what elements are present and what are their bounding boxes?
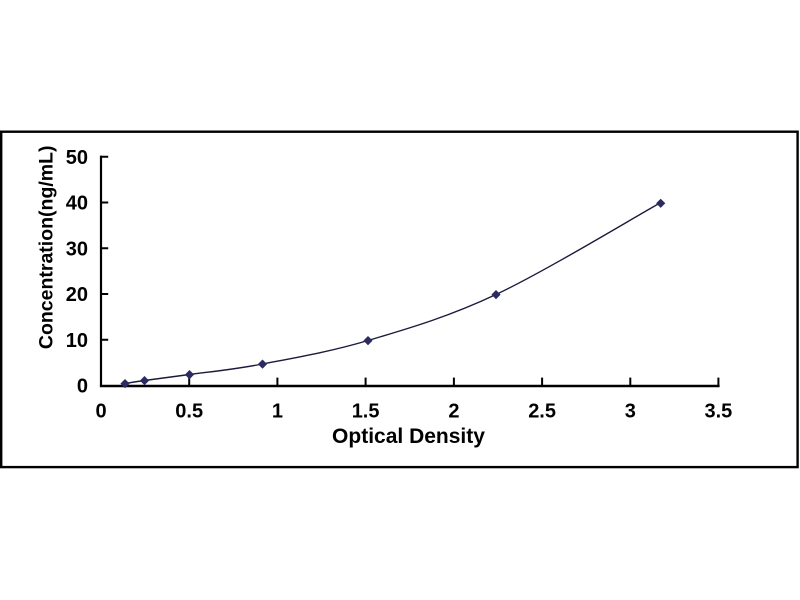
svg-text:0: 0 <box>95 401 106 423</box>
svg-text:10: 10 <box>66 330 88 352</box>
svg-text:Concentration(ng/mL): Concentration(ng/mL) <box>36 145 58 349</box>
svg-text:3.5: 3.5 <box>704 401 732 423</box>
svg-text:3: 3 <box>625 401 636 423</box>
svg-text:1: 1 <box>272 401 283 423</box>
svg-text:30: 30 <box>66 238 88 260</box>
svg-text:Optical Density: Optical Density <box>332 425 485 448</box>
svg-text:50: 50 <box>66 147 88 169</box>
svg-text:2.5: 2.5 <box>528 401 556 423</box>
svg-text:1.5: 1.5 <box>352 401 380 423</box>
svg-text:20: 20 <box>66 284 88 306</box>
svg-text:0.5: 0.5 <box>175 401 203 423</box>
svg-text:40: 40 <box>66 193 88 215</box>
svg-text:0: 0 <box>77 376 88 398</box>
svg-text:2: 2 <box>448 401 459 423</box>
